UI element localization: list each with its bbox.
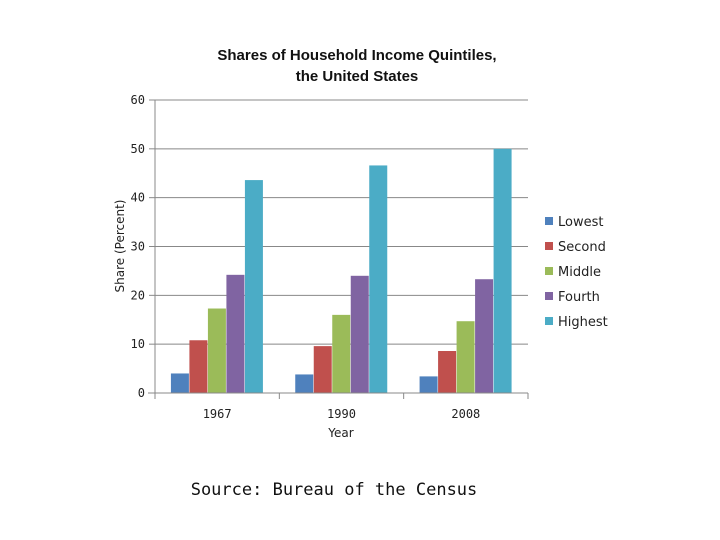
legend-label-second: Second [558,240,606,255]
x-tick-label: 1967 [203,407,232,421]
x-axis-ticks: 1967 1990 2008 [203,407,481,421]
bar-second-1990 [314,346,332,393]
y-tick-label: 0 [138,386,145,400]
bars [171,149,512,393]
bar-lowest-2008 [420,376,438,393]
x-tick-label: 2008 [451,407,480,421]
bar-highest-1967 [245,180,263,393]
bar-fourth-1990 [351,276,369,393]
legend: Lowest Second Middle Fourth Highest [545,215,608,330]
bar-middle-2008 [457,321,475,393]
legend-swatch-fourth [545,292,553,300]
bar-middle-1967 [208,309,226,393]
chart-title-line2: the United States [296,68,419,85]
y-tick-label: 30 [131,240,145,254]
x-axis-title: Year [327,426,353,440]
bar-lowest-1967 [171,373,189,393]
legend-label-highest: Highest [558,315,608,330]
x-axis-category-separators [155,393,528,399]
y-tick-label: 10 [131,337,145,351]
bar-fourth-1967 [226,275,244,393]
bar-highest-1990 [369,165,387,393]
legend-swatch-lowest [545,217,553,225]
y-tick-label: 40 [131,191,145,205]
legend-label-middle: Middle [558,265,601,280]
y-tick-label: 20 [131,288,145,302]
y-axis-ticks: 0 10 20 30 40 50 60 [131,93,145,400]
y-axis-title: Share (Percent) [113,200,127,293]
legend-swatch-highest [545,317,553,325]
bar-middle-1990 [332,315,350,393]
source-note: Source: Bureau of the Census [191,480,478,500]
legend-swatch-second [545,242,553,250]
y-tick-label: 60 [131,93,145,107]
legend-swatch-middle [545,267,553,275]
bar-fourth-2008 [475,279,493,393]
bar-highest-2008 [494,149,512,393]
bar-second-1967 [189,340,207,393]
chart-title-line1: Shares of Household Income Quintiles, [217,47,496,64]
y-tick-label: 50 [131,142,145,156]
x-tick-label: 1990 [327,407,356,421]
bar-second-2008 [438,351,456,393]
legend-label-fourth: Fourth [558,290,600,305]
legend-label-lowest: Lowest [558,215,603,230]
bar-lowest-1990 [295,374,313,393]
